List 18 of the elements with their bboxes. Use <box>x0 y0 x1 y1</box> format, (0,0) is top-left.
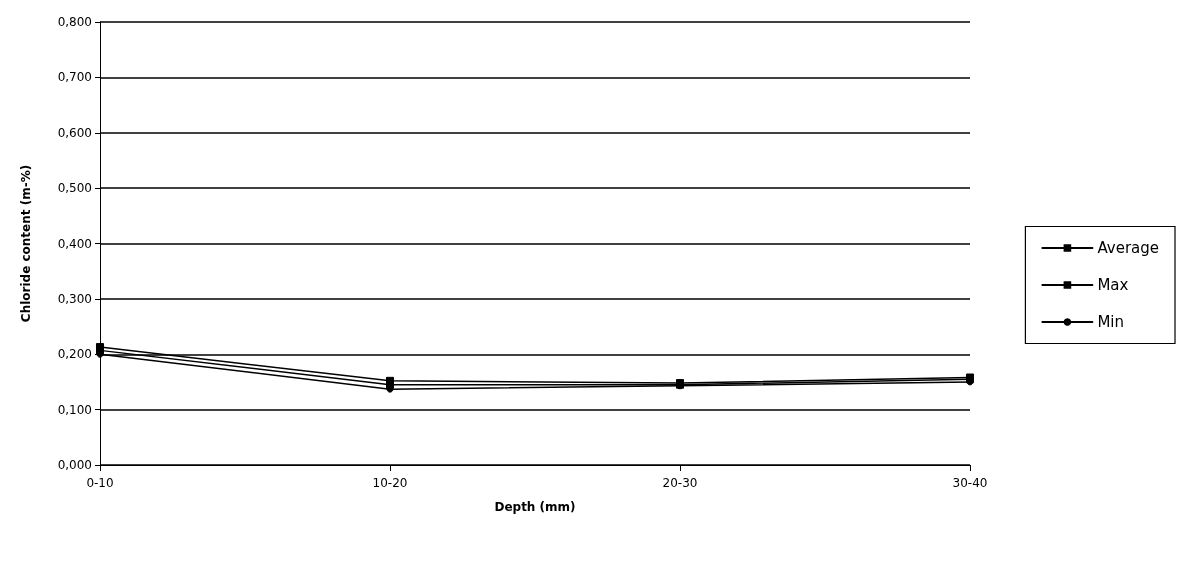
y-tick-label: 0,000 <box>57 458 92 472</box>
y-axis-title: Chloride content (m-%) <box>19 164 33 323</box>
y-tick-label: 0,500 <box>57 181 92 196</box>
y-tick-label: 0,100 <box>57 402 92 417</box>
legend-label: Max <box>1097 276 1129 294</box>
legend-label: Min <box>1097 313 1125 331</box>
y-tick-label: 0,200 <box>57 347 92 362</box>
x-tick-label: 30-40 <box>952 476 988 490</box>
x-axis-title: Depth (mm) <box>494 500 576 514</box>
legend-label: Average <box>1097 239 1160 257</box>
x-tick-label: 20-30 <box>662 476 698 490</box>
y-tick-label: 0,600 <box>57 125 92 140</box>
y-tick-label: 0,700 <box>57 70 92 85</box>
x-tick-label: 10-20 <box>372 476 408 490</box>
y-tick-label: 0,400 <box>57 236 92 251</box>
y-tick-label: 0,300 <box>57 291 92 306</box>
x-tick-label: 0-10 <box>86 476 114 490</box>
y-tick-label: 0,800 <box>57 15 92 29</box>
